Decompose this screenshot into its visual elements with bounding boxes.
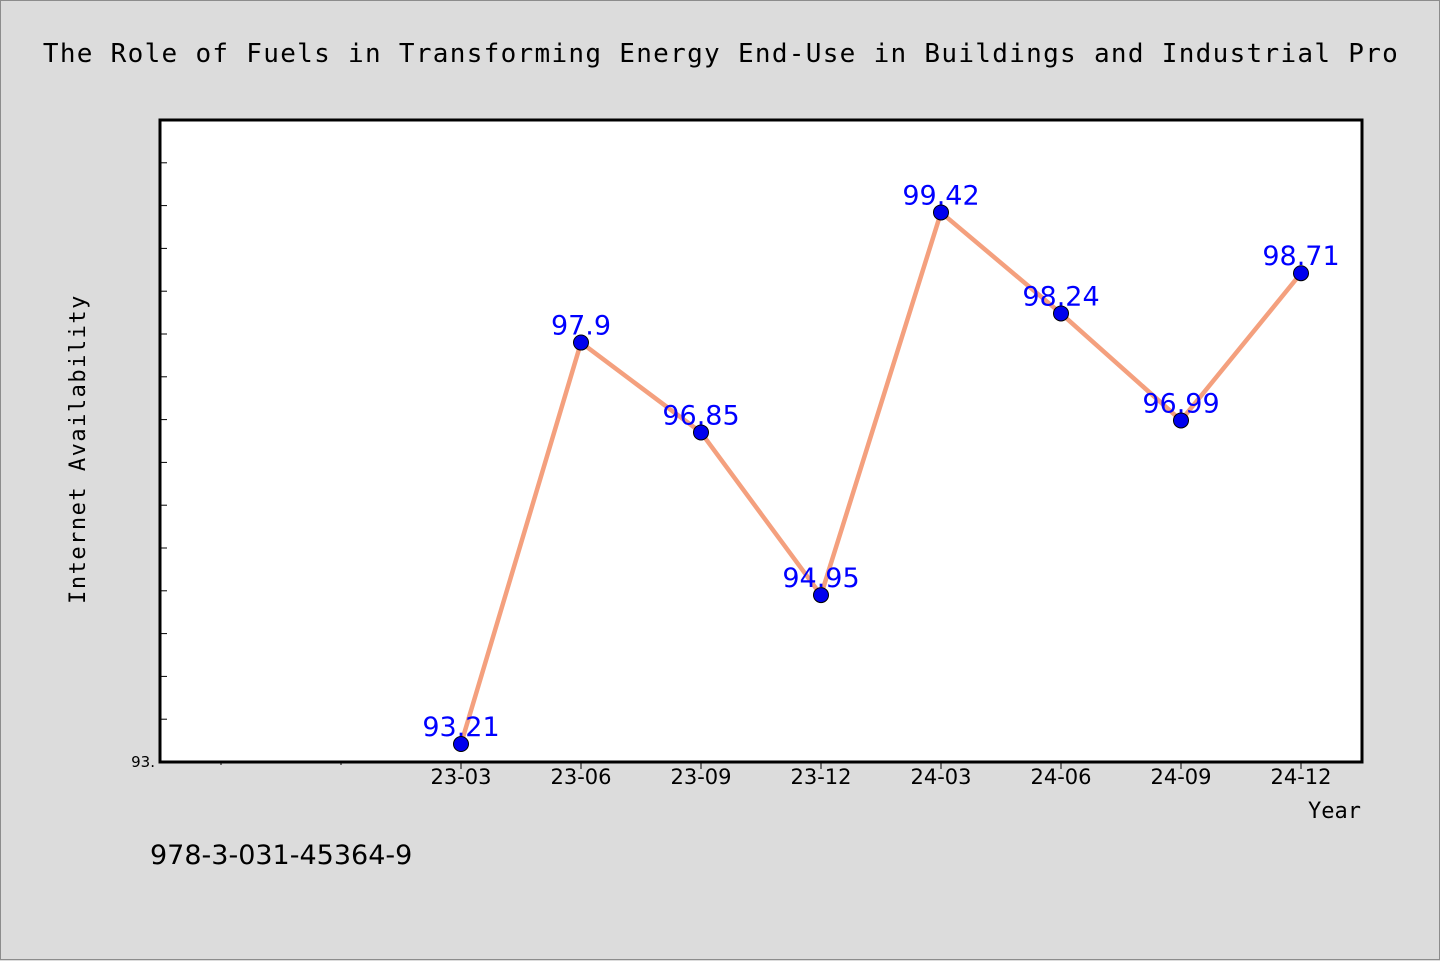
- data-labels: 93.21 97.9 96.85 94.95 99.42 98.24 96.99 98.71: [422, 180, 1339, 743]
- data-label: 94.95: [782, 563, 859, 594]
- data-point: [933, 204, 949, 221]
- data-point: [1293, 265, 1309, 282]
- data-point: [1053, 305, 1069, 322]
- data-label: 98.71: [1262, 241, 1339, 272]
- data-label: 99.42: [902, 180, 979, 211]
- data-point: [1173, 412, 1189, 429]
- y-axis-label: Internet Availability: [66, 294, 91, 604]
- data-point: [693, 424, 709, 441]
- data-point: [573, 334, 589, 351]
- x-tick-label: 24-03: [910, 765, 971, 789]
- x-tick-label: 24-09: [1150, 765, 1211, 789]
- chart-title: The Role of Fuels in Transforming Energy…: [43, 39, 1399, 69]
- data-point: [813, 587, 829, 604]
- data-label: 97.9: [551, 311, 611, 342]
- plot-area: [158, 118, 1364, 764]
- x-axis-ticks: [220, 762, 1302, 769]
- data-label: 96.99: [1142, 388, 1219, 419]
- series-markers: [453, 204, 1309, 753]
- data-label: 98.24: [1022, 281, 1099, 312]
- y-tick-label: 93.: [131, 753, 155, 771]
- series-line: [458, 210, 1303, 745]
- y-axis-ticks: [160, 119, 167, 763]
- footer-code: 978-3-031-45364-9: [150, 840, 412, 871]
- x-tick-label: 24-12: [1270, 765, 1331, 789]
- x-tick-label: 23-06: [550, 765, 611, 789]
- x-tick-label: 23-03: [430, 765, 491, 789]
- x-tick-labels: 23-03 23-06 23-09 23-12 24-03 24-06 24-09 24-12: [430, 765, 1331, 789]
- data-point: [453, 736, 469, 753]
- x-tick-label: 24-06: [1030, 765, 1091, 789]
- data-label: 96.85: [662, 400, 739, 431]
- x-tick-label: 23-12: [790, 765, 851, 789]
- x-axis-label: Year: [1308, 799, 1361, 824]
- x-tick-label: 23-09: [670, 765, 731, 789]
- data-label: 93.21: [422, 712, 499, 743]
